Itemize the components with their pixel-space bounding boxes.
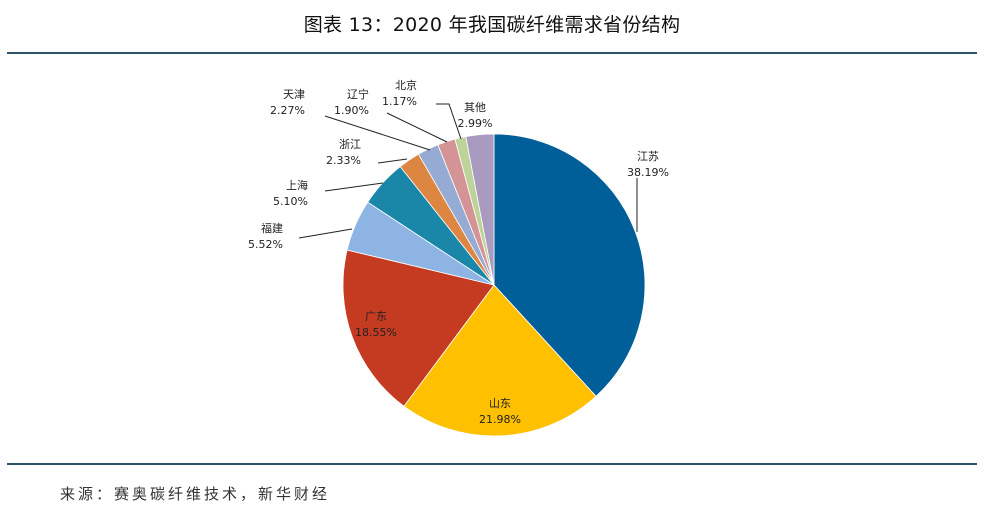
slice-label-value: 21.98% xyxy=(479,413,521,426)
slice-label-name: 辽宁 xyxy=(347,87,369,101)
leader-line-4 xyxy=(324,182,384,192)
slice-label-name: 浙江 xyxy=(339,138,361,151)
slice-label-value: 5.52% xyxy=(248,238,283,251)
slice-label-name: 广东 xyxy=(365,310,387,323)
slice-label-name: 福建 xyxy=(261,221,283,235)
figure-title: 图表 13：2020 年我国碳纤维需求省份结构 xyxy=(303,14,681,36)
leader-lines xyxy=(298,103,638,239)
slice-label-value: 38.19% xyxy=(627,166,669,179)
slice-label-name: 天津 xyxy=(283,88,305,101)
leader-line-8 xyxy=(436,103,462,140)
pie-slice-2 xyxy=(342,249,495,407)
bottom-divider xyxy=(7,463,977,465)
pie-slice-1 xyxy=(403,284,597,437)
slice-label-value: 2.99% xyxy=(458,117,493,130)
pie-slices xyxy=(342,133,646,437)
leader-line-7 xyxy=(386,112,448,143)
slice-label-name: 山东 xyxy=(489,397,511,410)
slice-labels: 江苏 38.19% 山东 21.98% 广东 18.55% 福建 5.52% 上海 5.10% 浙江… xyxy=(248,78,669,426)
source-note: 来源：赛奥碳纤维技术，新华财经 xyxy=(60,485,331,503)
leader-line-5 xyxy=(377,158,408,164)
pie-slice-9 xyxy=(465,133,495,286)
slice-label-name: 江苏 xyxy=(637,150,659,163)
leader-line-6 xyxy=(324,115,431,151)
slice-label-name: 上海 xyxy=(286,178,308,192)
slice-label-value: 1.17% xyxy=(382,95,417,108)
slice-label-value: 18.55% xyxy=(355,326,397,339)
slice-label-value: 2.33% xyxy=(326,154,361,167)
slice-label-value: 2.27% xyxy=(270,104,305,117)
leader-line-3 xyxy=(298,228,353,239)
slice-label-name: 其他 xyxy=(464,101,486,114)
pie-slice-0 xyxy=(493,133,646,397)
top-divider xyxy=(7,52,977,54)
slice-label-value: 1.90% xyxy=(334,104,369,117)
slice-label-name: 北京 xyxy=(395,78,417,92)
slice-label-value: 5.10% xyxy=(273,195,308,208)
